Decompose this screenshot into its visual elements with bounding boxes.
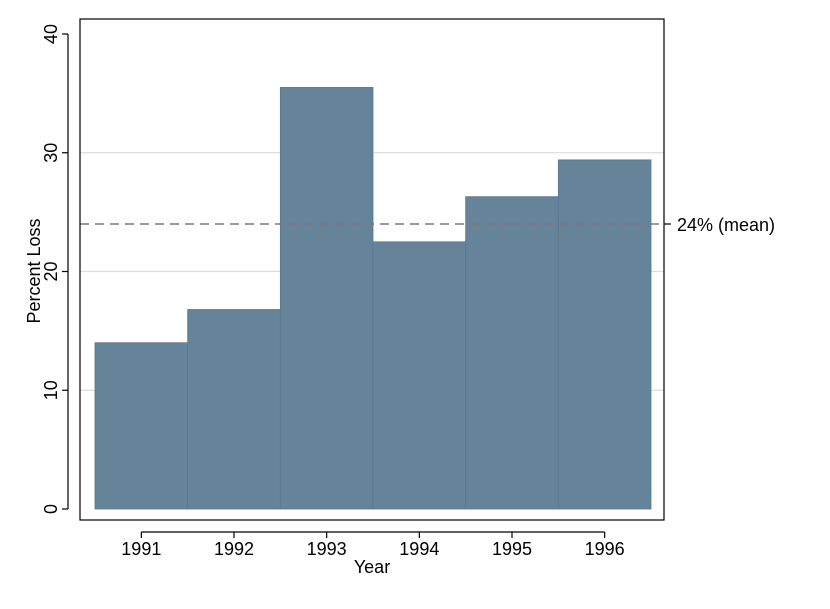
x-axis: 1991 1992 1993 1994 1995 1996 xyxy=(121,531,625,559)
x-tick-label: 1996 xyxy=(585,539,625,559)
plot-frame xyxy=(79,18,665,521)
x-tick-label: 1991 xyxy=(121,539,161,559)
x-tick-label: 1993 xyxy=(307,539,347,559)
y-tick-label: 0 xyxy=(41,504,61,514)
x-tick-label: 1995 xyxy=(492,539,532,559)
y-tick-label: 10 xyxy=(41,380,61,400)
bar-1991 xyxy=(94,342,189,510)
bar-1994 xyxy=(372,241,467,510)
y-axis: 0 10 20 30 40 xyxy=(41,24,69,514)
bar-1993 xyxy=(279,87,374,510)
y-axis-label: Percent Loss xyxy=(24,218,44,323)
x-tick-label: 1992 xyxy=(214,539,254,559)
bar-1992 xyxy=(187,309,281,510)
mean-reference-label: 24% (mean) xyxy=(677,215,775,235)
x-tick-label: 1994 xyxy=(399,539,439,559)
x-axis-label: Year xyxy=(354,557,390,577)
y-tick-label: 20 xyxy=(41,261,61,281)
bar-1996 xyxy=(557,159,652,510)
y-tick-label: 40 xyxy=(41,24,61,44)
bar-1995 xyxy=(465,196,559,510)
y-tick-label: 30 xyxy=(41,143,61,163)
bars xyxy=(94,87,652,510)
